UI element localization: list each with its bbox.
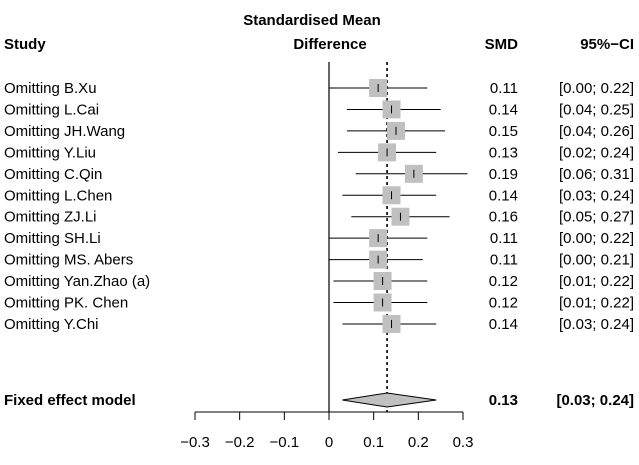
smd-value: 0.13	[489, 144, 518, 161]
study-label: Omitting ZJ.Li	[4, 209, 97, 226]
study-row: Omitting B.Xu 0.11 [0.00; 0.22]	[4, 79, 634, 97]
study-row: Omitting Y.Liu 0.13 [0.02; 0.24]	[4, 143, 634, 162]
study-row: Omitting L.Chen 0.14 [0.03; 0.24]	[4, 186, 634, 205]
study-label: Omitting JH.Wang	[4, 123, 125, 140]
smd-value: 0.11	[490, 230, 518, 247]
header-effect-line1: Standardised Mean	[243, 12, 381, 29]
x-tick-label: 0.1	[363, 434, 384, 451]
smd-value: 0.19	[489, 166, 518, 183]
smd-value: 0.11	[490, 80, 518, 97]
study-row: Omitting ZJ.Li 0.16 [0.05; 0.27]	[4, 207, 634, 226]
study-label: Omitting PK. Chen	[4, 295, 128, 312]
ci-value: [0.05; 0.27]	[559, 209, 634, 226]
header-effect-line2: Difference	[293, 36, 366, 53]
ci-value: [0.01; 0.22]	[559, 295, 634, 312]
pooled-ci-value: [0.03; 0.24]	[556, 392, 634, 409]
ci-value: [0.03; 0.24]	[559, 187, 634, 204]
x-tick-label: −0.3	[180, 434, 210, 451]
header-row: Study Standardised Mean Difference SMD 9…	[4, 12, 634, 53]
smd-value: 0.12	[489, 273, 518, 290]
ci-value: [0.00; 0.22]	[559, 230, 634, 247]
study-row: Omitting SH.Li 0.11 [0.00; 0.22]	[4, 229, 634, 248]
x-tick-label: −0.2	[225, 434, 255, 451]
study-label: Omitting Y.Liu	[4, 144, 96, 161]
study-label: Omitting B.Xu	[4, 80, 97, 97]
header-ci: 95%−CI	[580, 36, 634, 53]
x-tick-label: 0.2	[408, 434, 429, 451]
study-label: Omitting Y.Chi	[4, 316, 99, 333]
header-smd: SMD	[485, 36, 519, 53]
study-label: Omitting C.Qin	[4, 166, 102, 183]
smd-value: 0.12	[489, 295, 518, 312]
ci-value: [0.06; 0.31]	[559, 166, 634, 183]
pooled-row: Fixed effect model 0.13 [0.03; 0.24]	[4, 392, 634, 409]
study-row: Omitting PK. Chen 0.12 [0.01; 0.22]	[4, 293, 634, 312]
x-axis: −0.3 −0.2 −0.1 0 0.1 0.2 0.3	[180, 411, 474, 451]
study-row: Omitting JH.Wang 0.15 [0.04; 0.26]	[4, 121, 634, 140]
pooled-label: Fixed effect model	[4, 392, 136, 409]
ci-value: [0.01; 0.22]	[559, 273, 634, 290]
study-rows: Omitting B.Xu 0.11 [0.00; 0.22] Omitting L.…	[4, 79, 634, 333]
smd-value: 0.11	[490, 252, 518, 269]
study-row: Omitting Yan.Zhao (a) 0.12 [0.01; 0.22]	[4, 272, 634, 291]
ci-value: [0.02; 0.24]	[559, 144, 634, 161]
smd-value: 0.14	[489, 316, 518, 333]
pooled-smd-value: 0.13	[489, 392, 518, 409]
study-row: Omitting L.Cai 0.14 [0.04; 0.25]	[4, 100, 634, 119]
header-study: Study	[4, 36, 46, 53]
ci-value: [0.00; 0.22]	[559, 80, 634, 97]
study-label: Omitting L.Chen	[4, 187, 112, 204]
x-tick-label: 0.3	[453, 434, 474, 451]
ci-value: [0.03; 0.24]	[559, 316, 634, 333]
ci-value: [0.04; 0.25]	[559, 101, 634, 118]
study-label: Omitting MS. Abers	[4, 252, 133, 269]
study-label: Omitting Yan.Zhao (a)	[4, 273, 150, 290]
smd-value: 0.14	[489, 187, 518, 204]
study-row: Omitting MS. Abers 0.11 [0.00; 0.21]	[4, 250, 634, 269]
ci-value: [0.04; 0.26]	[559, 123, 634, 140]
smd-value: 0.14	[489, 101, 518, 118]
pooled-diamond	[342, 392, 437, 408]
smd-value: 0.15	[489, 123, 518, 140]
x-tick-label: 0	[325, 434, 333, 451]
study-label: Omitting L.Cai	[4, 101, 99, 118]
x-tick-label: −0.1	[270, 434, 300, 451]
ci-value: [0.00; 0.21]	[559, 252, 634, 269]
study-label: Omitting SH.Li	[4, 230, 101, 247]
study-row: Omitting Y.Chi 0.14 [0.03; 0.24]	[4, 314, 634, 333]
study-row: Omitting C.Qin 0.19 [0.06; 0.31]	[4, 164, 634, 183]
smd-value: 0.16	[489, 209, 518, 226]
